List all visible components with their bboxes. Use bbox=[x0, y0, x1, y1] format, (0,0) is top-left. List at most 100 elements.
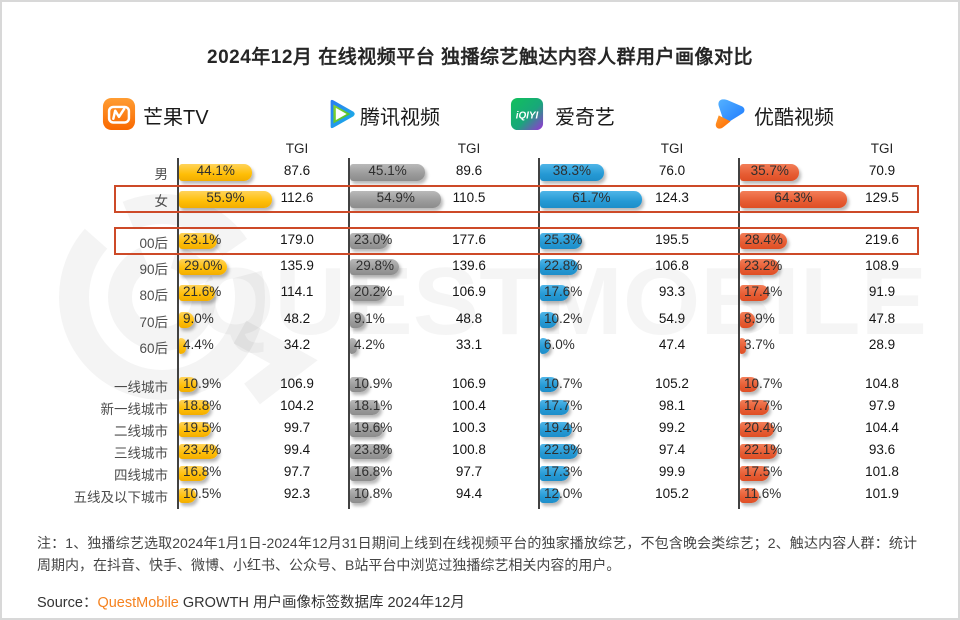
tgi-column-header: TGI bbox=[870, 141, 894, 156]
tgi-value: 33.1 bbox=[455, 336, 483, 352]
tgi-value: 195.5 bbox=[655, 231, 689, 247]
pct-label: 10.9% bbox=[183, 375, 222, 391]
tgi-value: 48.8 bbox=[455, 310, 483, 326]
tgi-value: 106.9 bbox=[452, 284, 486, 300]
tgi-value: 104.4 bbox=[865, 420, 899, 436]
pct-label: 22.8% bbox=[544, 258, 583, 274]
page-title: 2024年12月 在线视频平台 独播综艺触达内容人群用户画像对比 bbox=[207, 47, 753, 68]
pct-label: 29.0% bbox=[184, 258, 223, 274]
row-label: 80后 bbox=[139, 288, 168, 304]
tgi-value: 135.9 bbox=[280, 258, 314, 274]
bar bbox=[350, 232, 389, 249]
bar bbox=[740, 285, 769, 302]
bar bbox=[350, 487, 368, 503]
bar bbox=[350, 285, 384, 302]
bar bbox=[179, 163, 253, 181]
bar bbox=[540, 399, 570, 415]
tgi-value: 48.2 bbox=[283, 310, 311, 326]
platform-axis-line bbox=[538, 158, 540, 509]
tgi-value: 93.6 bbox=[868, 442, 896, 458]
footnotes: 注：1、独播综艺选取2024年1月1日-2024年12月31日期间上线到在线视频… bbox=[37, 535, 917, 573]
platform-axis-line bbox=[348, 158, 350, 509]
source-suffix: GROWTH 用户画像标签数据库 2024年12月 bbox=[178, 595, 465, 611]
row-label: 一线城市 bbox=[114, 379, 168, 395]
platform-name-youku: 优酷视频 bbox=[754, 107, 834, 129]
chart-row: 五线及以下城市 10.5% 92.3 10.8% 94.4 12.0% 105.2 11.6%… bbox=[2, 484, 958, 506]
pct-label: 45.1% bbox=[368, 163, 407, 178]
chart-row: 三线城市 23.4% 99.4 23.8% 100.8 22.9% 97.4 22.1% 93.… bbox=[2, 440, 958, 462]
pct-label: 9.1% bbox=[354, 310, 385, 326]
platform-name-tencent: 腾讯视频 bbox=[360, 107, 440, 129]
bar bbox=[540, 337, 550, 354]
tgi-value: 106.8 bbox=[655, 258, 689, 274]
bar bbox=[540, 465, 569, 481]
tgi-column-header: TGI bbox=[660, 141, 684, 156]
pct-label: 3.7% bbox=[744, 336, 775, 352]
tgi-value: 105.2 bbox=[655, 486, 689, 502]
chart-row: 80后 21.6% 114.1 20.2% 106.9 17.6% 93.3 17.4% 91.… bbox=[2, 280, 958, 306]
pct-label: 23.1% bbox=[183, 231, 222, 247]
pct-label: 17.3% bbox=[544, 464, 583, 480]
bar bbox=[740, 377, 758, 393]
row-label: 00后 bbox=[139, 235, 168, 251]
row-label: 二线城市 bbox=[114, 424, 168, 440]
tencent-video-icon bbox=[330, 99, 355, 129]
tgi-value: 97.9 bbox=[868, 398, 896, 414]
bar bbox=[740, 190, 847, 208]
bar bbox=[179, 421, 212, 437]
tgi-value: 28.9 bbox=[868, 336, 896, 352]
bar bbox=[179, 487, 197, 503]
bar bbox=[179, 377, 198, 393]
bar bbox=[740, 443, 777, 459]
bar bbox=[350, 465, 378, 481]
bar bbox=[740, 232, 788, 249]
chart-row: 00后 23.1% 179.0 23.0% 177.6 25.3% 195.5 28.4% 21… bbox=[2, 228, 958, 254]
tgi-value: 97.7 bbox=[455, 464, 483, 480]
pct-label: 17.7% bbox=[544, 398, 583, 414]
pct-label: 19.5% bbox=[183, 420, 222, 436]
pct-label: 21.6% bbox=[183, 284, 222, 300]
tgi-value: 108.9 bbox=[865, 258, 899, 274]
bar bbox=[350, 190, 442, 208]
iqiyi-logo-text: iQIYI bbox=[516, 111, 539, 122]
chart-row: 二线城市 19.5% 99.7 19.6% 100.3 19.4% 99.2 20.4% 104… bbox=[2, 418, 958, 440]
tgi-value: 98.1 bbox=[658, 398, 686, 414]
row-label: 五线及以下城市 bbox=[73, 490, 169, 506]
highlight-box-female bbox=[114, 185, 919, 213]
tgi-value: 47.8 bbox=[868, 310, 896, 326]
chart-row: 新一线城市 18.8% 104.2 18.1% 100.4 17.7% 98.1 17.7% 9… bbox=[2, 396, 958, 418]
mango-tv-icon bbox=[102, 97, 136, 131]
tgi-value: 104.8 bbox=[865, 375, 899, 391]
bar bbox=[540, 421, 573, 437]
tgi-value: 99.9 bbox=[658, 464, 686, 480]
tgi-value: 99.7 bbox=[283, 420, 311, 436]
tgi-value: 97.4 bbox=[658, 442, 686, 458]
bar bbox=[179, 399, 211, 415]
chart-row: 60后 4.4% 34.2 4.2% 33.1 6.0% 47.4 3.7% 28.9 bbox=[2, 333, 958, 359]
tgi-value: 179.0 bbox=[280, 231, 314, 247]
bar bbox=[740, 399, 770, 415]
tgi-value: 105.2 bbox=[655, 375, 689, 391]
iqiyi-icon: iQIYI bbox=[510, 97, 544, 131]
bar bbox=[740, 337, 747, 354]
bar bbox=[540, 311, 557, 328]
pct-label: 19.6% bbox=[354, 420, 393, 436]
bar bbox=[740, 259, 779, 276]
pct-label: 10.2% bbox=[544, 310, 583, 326]
tgi-value: 139.6 bbox=[452, 258, 486, 274]
platform-name-iqiyi: 爱奇艺 bbox=[555, 107, 615, 129]
tgi-value: 106.9 bbox=[280, 375, 314, 391]
row-label: 新一线城市 bbox=[100, 402, 169, 418]
pct-label: 54.9% bbox=[376, 190, 415, 205]
row-label: 三线城市 bbox=[114, 446, 168, 462]
platform-axis-line bbox=[177, 158, 179, 509]
pct-label: 8.9% bbox=[744, 310, 775, 326]
pct-label: 10.9% bbox=[354, 375, 393, 391]
bar bbox=[740, 465, 770, 481]
bar bbox=[540, 285, 570, 302]
pct-label: 10.7% bbox=[744, 375, 783, 391]
source-prefix: Source： bbox=[37, 595, 98, 611]
chart-row: 女 55.9% 112.6 54.9% 110.5 61.7% 124.3 64.3% 129.… bbox=[2, 186, 958, 213]
bar bbox=[350, 311, 366, 328]
pct-label: 9.0% bbox=[183, 310, 214, 326]
